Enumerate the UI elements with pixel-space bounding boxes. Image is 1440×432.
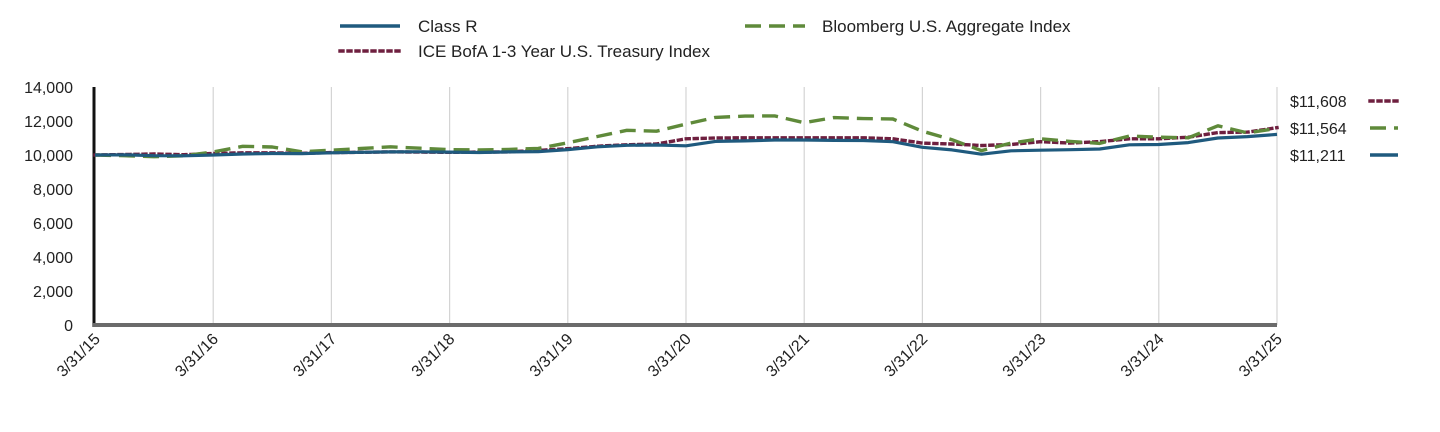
- legend-label: Bloomberg U.S. Aggregate Index: [822, 17, 1071, 36]
- chart-legend: Class R Bloomberg U.S. Aggregate Index ICE…: [338, 17, 1071, 61]
- legend-label: Class R: [418, 17, 478, 36]
- y-axis: 14,000 12,000 10,000 8,000 6,000 4,000 2,000 0: [24, 80, 96, 335]
- x-tick-label: 3/31/20: [645, 331, 695, 381]
- end-value-label: $11,564: [1290, 121, 1347, 138]
- legend-item: ICE BofA 1-3 Year U.S. Treasury Index: [338, 42, 710, 61]
- legend-label: ICE BofA 1-3 Year U.S. Treasury Index: [418, 42, 710, 61]
- series-line-0: [94, 132, 1278, 158]
- x-tick-label: 3/31/19: [527, 331, 577, 381]
- y-tick-label: 8,000: [33, 182, 73, 199]
- x-tick-label: 3/31/15: [54, 331, 104, 381]
- x-tick-label: 3/31/16: [172, 331, 222, 381]
- y-tick-label: 14,000: [24, 80, 73, 97]
- y-tick-label: 4,000: [33, 250, 73, 267]
- chart-gridlines: [212, 87, 1278, 325]
- end-value-label: $11,211: [1290, 148, 1346, 165]
- y-tick-label: 12,000: [24, 114, 73, 131]
- x-tick-label: 3/31/25: [1236, 331, 1286, 381]
- series-end-labels: $11,608 $11,564 $11,211: [1290, 94, 1400, 165]
- x-tick-label: 3/31/24: [1118, 331, 1168, 381]
- y-tick-label: 6,000: [33, 216, 73, 233]
- end-value-label: $11,608: [1290, 94, 1347, 111]
- legend-item: Bloomberg U.S. Aggregate Index: [745, 17, 1071, 36]
- chart-series-lines: [93, 114, 1279, 159]
- y-tick-label: 10,000: [24, 148, 73, 165]
- x-axis: 3/31/15 3/31/16 3/31/17 3/31/18 3/31/19 3/31/…: [54, 323, 1286, 381]
- x-tick-label: 3/31/18: [409, 331, 459, 381]
- series-line-2: [94, 114, 1278, 159]
- x-tick-label: 3/31/17: [290, 331, 340, 381]
- x-tick-label: 3/31/21: [763, 331, 813, 381]
- x-tick-label: 3/31/23: [1000, 331, 1050, 381]
- y-tick-label: 2,000: [33, 284, 73, 301]
- x-tick-label: 3/31/22: [881, 331, 931, 381]
- y-tick-label: 0: [64, 318, 73, 335]
- legend-item: Class R: [340, 17, 478, 36]
